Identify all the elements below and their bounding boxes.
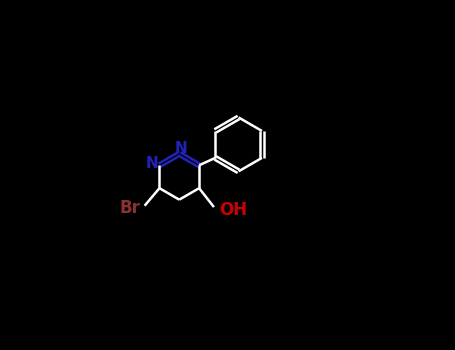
Text: N: N xyxy=(174,141,187,156)
Text: N: N xyxy=(146,156,158,172)
Text: Br: Br xyxy=(120,199,141,217)
Text: OH: OH xyxy=(219,201,248,219)
